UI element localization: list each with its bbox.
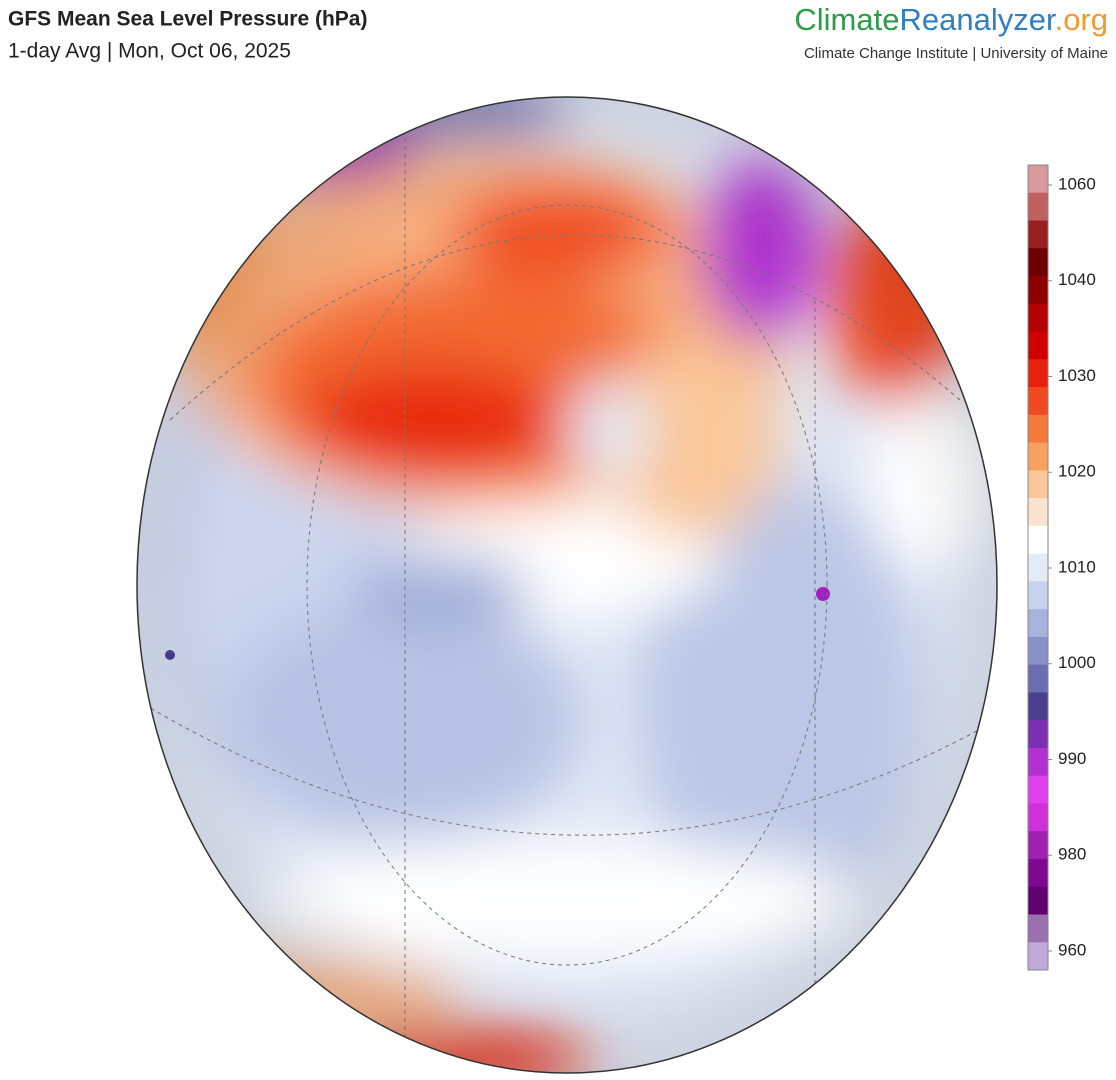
logo-part: Climate [794, 2, 899, 37]
colorbar-band [1028, 553, 1048, 582]
colorbar-band [1028, 470, 1048, 499]
colorbar-band [1028, 692, 1048, 721]
colorbar-band [1028, 720, 1048, 749]
colorbar-tick-label: 990 [1058, 749, 1086, 768]
colorbar-tick-label: 1030 [1058, 366, 1096, 385]
colorbar-tick-label: 1000 [1058, 653, 1096, 672]
colorbar-tick-label: 980 [1058, 845, 1086, 864]
colorbar-band [1028, 858, 1048, 888]
logo-part: .org [1055, 2, 1108, 37]
colorbar-band [1028, 747, 1048, 777]
colorbar-band [1028, 331, 1048, 360]
colorbar-band [1028, 775, 1048, 804]
colorbar-band [1028, 165, 1048, 194]
colorbar-band [1028, 609, 1048, 638]
colorbar-band [1028, 525, 1048, 555]
colorbar-band [1028, 914, 1048, 943]
colorbar-band [1028, 220, 1048, 249]
colorbar-band [1028, 359, 1048, 388]
colorbar-band [1028, 498, 1048, 527]
logo: ClimateReanalyzer.org [794, 2, 1108, 37]
colorbar-band [1028, 276, 1048, 305]
colorbar-band [1028, 248, 1048, 277]
colorbar-tick-label: 1060 [1058, 174, 1096, 193]
colorbar-band [1028, 636, 1048, 666]
colorbar-band [1028, 581, 1048, 610]
colorbar-band [1028, 803, 1048, 832]
colorbar-tick-label: 1020 [1058, 462, 1096, 481]
colorbar-band [1028, 192, 1048, 222]
subtitle: 1-day Avg | Mon, Oct 06, 2025 [8, 40, 291, 63]
logo-tagline: Climate Change Institute | University of… [804, 45, 1108, 62]
title: GFS Mean Sea Level Pressure (hPa) [8, 8, 367, 31]
colorbar-band [1028, 414, 1048, 444]
colorbar-tick-label: 960 [1058, 940, 1086, 959]
colorbar-band [1028, 886, 1048, 915]
colorbar-band [1028, 387, 1048, 416]
colorbar-band [1028, 303, 1048, 333]
logo-part: Reanalyzer [899, 2, 1055, 37]
globe [137, 97, 997, 1073]
colorbar-band [1028, 664, 1048, 693]
colorbar-band [1028, 942, 1048, 971]
colorbar-band [1028, 831, 1048, 860]
colorbar-tick-label: 1040 [1058, 270, 1096, 289]
globe-outline [136, 96, 998, 1074]
colorbar: 1060 1040 1030 1020 1010 1000 990 980 960 [1027, 164, 1096, 971]
colorbar-band [1028, 442, 1048, 471]
colorbar-tick-label: 1010 [1058, 557, 1096, 576]
